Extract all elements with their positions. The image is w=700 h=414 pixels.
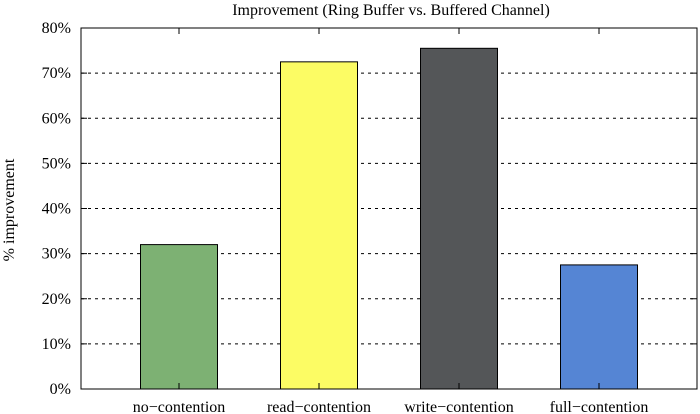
bar xyxy=(140,244,218,390)
x-tick-label: write−contention xyxy=(404,399,513,414)
y-tick-label: 50% xyxy=(42,155,71,172)
bar xyxy=(280,61,358,390)
y-tick-label: 30% xyxy=(42,246,71,263)
y-tick-label: 40% xyxy=(42,201,71,218)
y-tick-label: 0% xyxy=(50,381,71,398)
chart-title: Improvement (Ring Buffer vs. Buffered Ch… xyxy=(232,2,550,19)
y-tick-label: 10% xyxy=(42,336,71,353)
y-axis-label: % improvement xyxy=(1,158,18,261)
bars xyxy=(140,47,638,390)
y-tick-labels: 0% 10% 20% 30% 40% 50% 60% 70% 80% xyxy=(42,20,71,398)
x-tick-labels: no−contention read−contention write−conten… xyxy=(133,399,649,414)
y-tick-label: 80% xyxy=(42,20,71,37)
x-tick-label: read−contention xyxy=(267,399,371,414)
y-tick-label: 60% xyxy=(42,110,71,127)
bar xyxy=(420,47,498,390)
y-tick-label: 20% xyxy=(42,291,71,308)
axis-ticks xyxy=(81,27,697,390)
y-tick-label: 70% xyxy=(42,65,71,82)
x-tick-label: full−contention xyxy=(550,399,649,414)
bar xyxy=(560,264,638,390)
x-tick-label: no−contention xyxy=(133,399,226,414)
